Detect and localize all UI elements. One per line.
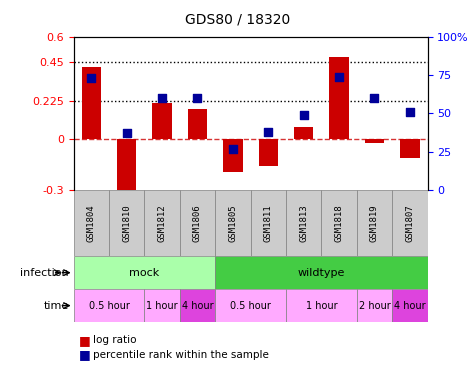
Text: GSM1818: GSM1818 xyxy=(334,205,343,242)
Text: GDS80 / 18320: GDS80 / 18320 xyxy=(185,13,290,27)
Bar xyxy=(286,190,322,256)
Point xyxy=(370,95,378,101)
Bar xyxy=(251,190,286,256)
Bar xyxy=(294,127,314,139)
Text: ■: ■ xyxy=(78,334,90,347)
Text: mock: mock xyxy=(129,268,160,278)
Point xyxy=(194,95,201,101)
Bar xyxy=(286,289,357,322)
Text: 4 hour: 4 hour xyxy=(181,300,213,311)
Text: GSM1811: GSM1811 xyxy=(264,205,273,242)
Text: ■: ■ xyxy=(78,348,90,362)
Text: GSM1813: GSM1813 xyxy=(299,205,308,242)
Bar xyxy=(357,289,392,322)
Text: 2 hour: 2 hour xyxy=(359,300,390,311)
Text: GSM1804: GSM1804 xyxy=(87,205,96,242)
Bar xyxy=(82,67,101,139)
Text: 1 hour: 1 hour xyxy=(146,300,178,311)
Point xyxy=(335,74,343,79)
Bar xyxy=(258,139,278,167)
Text: GSM1807: GSM1807 xyxy=(405,205,414,242)
Bar xyxy=(180,289,215,322)
Text: GSM1805: GSM1805 xyxy=(228,205,238,242)
Bar xyxy=(392,289,428,322)
Text: GSM1810: GSM1810 xyxy=(122,205,131,242)
Bar xyxy=(144,289,180,322)
Bar xyxy=(180,190,215,256)
Text: GSM1806: GSM1806 xyxy=(193,205,202,242)
Point xyxy=(158,95,166,101)
Point xyxy=(406,109,414,115)
Point xyxy=(87,75,95,81)
Text: time: time xyxy=(44,300,69,311)
Text: 0.5 hour: 0.5 hour xyxy=(230,300,271,311)
Bar xyxy=(215,289,286,322)
Bar xyxy=(215,190,251,256)
Bar xyxy=(109,190,144,256)
Bar xyxy=(329,57,349,139)
Text: percentile rank within the sample: percentile rank within the sample xyxy=(93,350,268,360)
Bar xyxy=(74,256,215,289)
Point xyxy=(123,131,131,137)
Bar xyxy=(188,109,207,139)
Bar xyxy=(392,190,428,256)
Point xyxy=(300,112,307,118)
Bar xyxy=(74,190,109,256)
Text: wildtype: wildtype xyxy=(298,268,345,278)
Text: 4 hour: 4 hour xyxy=(394,300,426,311)
Text: log ratio: log ratio xyxy=(93,335,136,346)
Bar xyxy=(400,139,419,158)
Bar xyxy=(74,289,144,322)
Bar xyxy=(365,139,384,143)
Bar xyxy=(152,103,172,139)
Bar xyxy=(144,190,180,256)
Bar xyxy=(223,139,243,172)
Bar xyxy=(321,190,357,256)
Bar xyxy=(215,256,428,289)
Text: GSM1819: GSM1819 xyxy=(370,205,379,242)
Bar xyxy=(357,190,392,256)
Text: infection: infection xyxy=(20,268,69,278)
Point xyxy=(229,146,237,152)
Text: 0.5 hour: 0.5 hour xyxy=(88,300,130,311)
Bar xyxy=(117,139,136,191)
Text: 1 hour: 1 hour xyxy=(305,300,337,311)
Text: GSM1812: GSM1812 xyxy=(158,205,167,242)
Point xyxy=(265,129,272,135)
